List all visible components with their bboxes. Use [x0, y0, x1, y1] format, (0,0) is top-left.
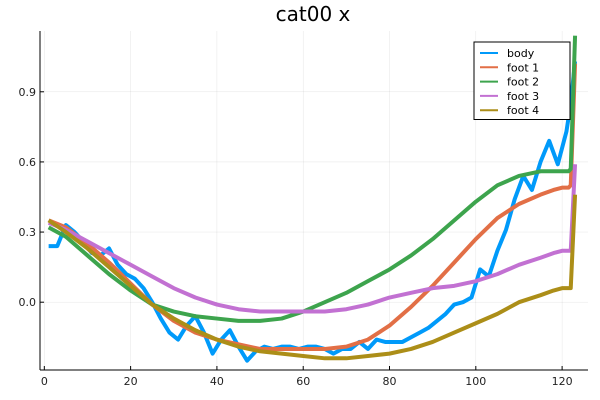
legend-label: foot 4: [507, 104, 539, 117]
y-tick-label: 0.6: [19, 156, 37, 169]
x-tick-label: 0: [41, 375, 48, 388]
series-line-foot-3: [47, 164, 578, 314]
y-tick-label: 0.0: [19, 296, 37, 309]
y-tick-label: 0.9: [19, 86, 37, 99]
legend-label: foot 1: [507, 61, 539, 74]
x-tick-label: 20: [124, 375, 138, 388]
axes: [39, 31, 588, 371]
series-line-body: [48, 61, 578, 363]
x-tick-label: 60: [296, 375, 310, 388]
x-tick-label: 120: [552, 375, 573, 388]
x-tick-label: 80: [383, 375, 397, 388]
x-tick-label: 40: [210, 375, 224, 388]
legend-label: foot 2: [507, 76, 539, 89]
y-tick-label: 0.3: [19, 226, 37, 239]
chart-title: cat00 x: [276, 2, 351, 26]
legend-label: foot 3: [507, 90, 539, 103]
legend-label: body: [507, 47, 535, 60]
series-line-foot-4: [47, 194, 578, 361]
tick-labels: 0 20 40 60 80 100 120 0.0 0.3 0.6 0.9: [19, 86, 573, 388]
x-tick-label: 100: [465, 375, 486, 388]
series-group: [47, 35, 578, 363]
